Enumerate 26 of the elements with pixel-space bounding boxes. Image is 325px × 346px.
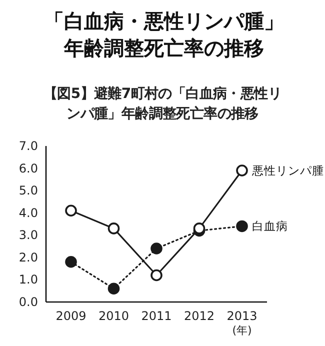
x-axis-title: (年) [232, 324, 252, 337]
y-tick-label: 4.0 [18, 206, 38, 220]
y-tick-label: 2.0 [18, 250, 38, 264]
y-tick-label: 1.0 [18, 272, 38, 287]
y-tick-label: 5.0 [18, 184, 38, 198]
point [65, 204, 77, 217]
y-tick-label: 3.0 [18, 228, 38, 242]
chart-subtitle: 【図5】避難7町村の「白血病・悪性リンパ腫」年齢調整死亡率の推移 [42, 85, 283, 124]
x-tick-label: 2009 [56, 309, 86, 323]
chart-title: 「白血病・悪性リンパ腫」年齢調整死亡率の推移 [43, 8, 285, 62]
y-tick-label: 0.0 [18, 295, 38, 309]
x-tick-label: 2011 [141, 309, 172, 323]
point [108, 282, 120, 295]
point [236, 220, 248, 232]
point [236, 164, 248, 176]
y-tick-label: 7.0 [18, 139, 38, 153]
x-tick-label: 2013 [226, 309, 258, 323]
series-label: 悪性リンパ腫 [251, 164, 324, 178]
y-tick-label: 6.0 [18, 161, 38, 176]
point [150, 242, 162, 254]
series-label: 白血病 [252, 219, 288, 234]
point [150, 269, 162, 282]
point [108, 222, 120, 234]
x-tick-label: 2012 [184, 309, 215, 323]
point [65, 256, 77, 268]
x-tick-label: 2010 [98, 309, 130, 323]
